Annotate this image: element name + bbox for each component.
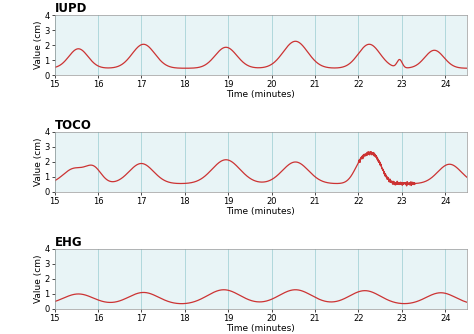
Text: IUPD: IUPD xyxy=(55,2,87,15)
Y-axis label: Value (cm): Value (cm) xyxy=(34,255,43,303)
Y-axis label: Value (cm): Value (cm) xyxy=(34,138,43,186)
X-axis label: Time (minutes): Time (minutes) xyxy=(226,207,295,216)
X-axis label: Time (minutes): Time (minutes) xyxy=(226,324,295,333)
X-axis label: Time (minutes): Time (minutes) xyxy=(226,90,295,99)
Y-axis label: Value (cm): Value (cm) xyxy=(34,21,43,69)
Text: EHG: EHG xyxy=(55,236,82,249)
Text: TOCO: TOCO xyxy=(55,119,91,132)
